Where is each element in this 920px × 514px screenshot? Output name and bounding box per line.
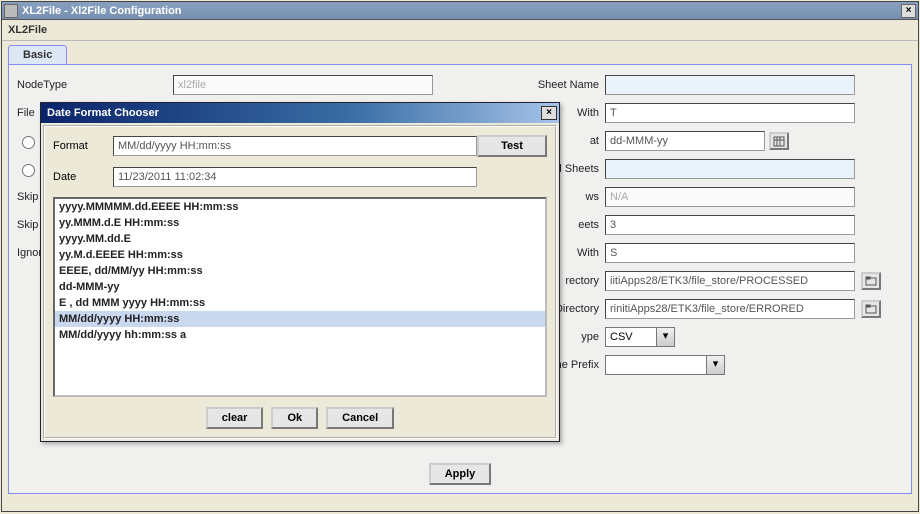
ok-button[interactable]: Ok [271,407,318,429]
window-title: XL2File - Xl2File Configuration [22,5,901,17]
format-list-item[interactable]: MM/dd/yyyy hh:mm:ss a [55,327,545,343]
nodetype-label: NodeType [17,79,167,91]
with-input-1[interactable] [605,103,855,123]
with-input-2[interactable] [605,243,855,263]
dialog-button-row: clear Ok Cancel [53,407,547,429]
tab-strip: Basic [8,45,912,64]
dropdown-icon[interactable]: ▾ [656,328,674,346]
type-select[interactable]: CSV ▾ [605,327,675,347]
radio-1-input[interactable] [22,136,35,149]
dateformat-input[interactable] [605,131,765,151]
rows-input [605,187,855,207]
format-input[interactable] [113,136,477,156]
cancel-button[interactable]: Cancel [326,407,394,429]
tab-basic[interactable]: Basic [8,45,67,64]
dropdown-icon[interactable]: ▾ [706,356,724,374]
errored-dir-browse-button[interactable] [861,300,881,318]
date-format-chooser-dialog: Date Format Chooser × Format Test Date y… [40,102,560,442]
apply-row: Apply [9,463,911,485]
processed-dir-browse-button[interactable] [861,272,881,290]
titlebar[interactable]: XL2File - Xl2File Configuration × [2,2,918,20]
apply-button[interactable]: Apply [429,463,492,485]
close-icon[interactable]: × [901,4,916,18]
dialog-title: Date Format Chooser [47,107,541,119]
sheetname-input[interactable] [605,75,855,95]
test-button[interactable]: Test [477,135,547,157]
format-list-item[interactable]: yyyy.MM.dd.E [55,231,545,247]
errored-dir-input[interactable] [605,299,855,319]
dialog-titlebar[interactable]: Date Format Chooser × [41,103,559,123]
format-list[interactable]: yyyy.MMMMM.dd.EEEE HH:mm:ssyy.MMM.d.E HH… [53,197,547,397]
sheetname-label: Sheet Name [439,79,599,91]
dialog-body: Format Test Date yyyy.MMMMM.dd.EEEE HH:m… [43,125,557,439]
format-list-item[interactable]: yy.MMM.d.E HH:mm:ss [55,215,545,231]
app-name-label: XL2File [2,20,918,41]
processed-dir-input[interactable] [605,271,855,291]
format-list-item[interactable]: E , dd MMM yyyy HH:mm:ss [55,295,545,311]
format-label: Format [53,140,113,152]
clear-button[interactable]: clear [206,407,264,429]
sheets-input[interactable] [605,215,855,235]
format-list-item[interactable]: MM/dd/yyyy HH:mm:ss [55,311,545,327]
date-label: Date [53,171,113,183]
type-value: CSV [606,331,656,343]
date-input[interactable] [113,167,477,187]
format-list-item[interactable]: yy.M.d.EEEE HH:mm:ss [55,247,545,263]
main-window: XL2File - Xl2File Configuration × XL2Fil… [1,1,919,512]
radio-2-input[interactable] [22,164,35,177]
prefix-select[interactable]: ▾ [605,355,725,375]
dateformat-chooser-button[interactable] [769,132,789,150]
dialog-form: Format Test Date [53,135,547,187]
app-icon [4,4,18,18]
dialog-close-icon[interactable]: × [541,106,557,120]
format-list-item[interactable]: EEEE, dd/MM/yy HH:mm:ss [55,263,545,279]
nodetype-input [173,75,433,95]
format-list-item[interactable]: dd-MMM-yy [55,279,545,295]
selected-sheets-input[interactable] [605,159,855,179]
format-list-item[interactable]: yyyy.MMMMM.dd.EEEE HH:mm:ss [55,199,545,215]
